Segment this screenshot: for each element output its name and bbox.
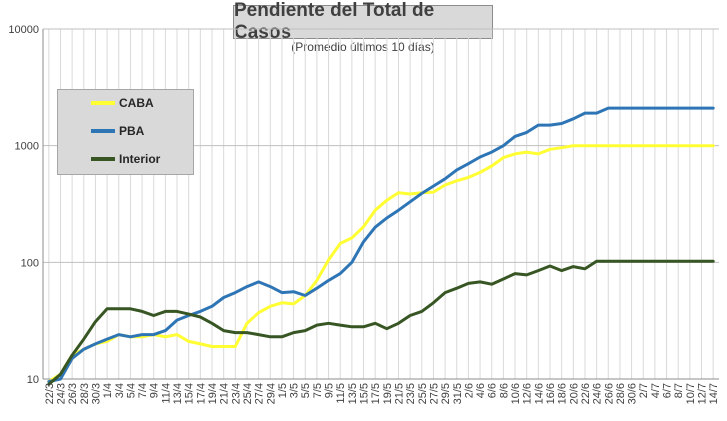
x-tick-label: 11/4: [160, 383, 172, 404]
legend: CABA PBA Interior: [57, 89, 194, 175]
x-tick-label: 6/6: [487, 383, 499, 398]
x-tick-label: 29/4: [265, 383, 277, 404]
legend-item-pba: PBA: [91, 124, 144, 138]
x-tick-label: 15/5: [359, 383, 371, 404]
x-tick-label: 14/7: [708, 383, 720, 404]
x-tick-labels: 22/3 24/3 26/3 28/3 30/3 1/4 3/4 5/4 7/4 9/4 11/4 1…: [44, 383, 720, 404]
x-tick-label: 10/7: [685, 383, 697, 404]
legend-label-caba: CABA: [119, 96, 154, 110]
x-tick-label: 8/7: [673, 383, 685, 398]
y-tick-labels: 10 100 1000 10000: [8, 24, 39, 386]
x-tick-label: 4/6: [475, 383, 487, 398]
x-tick-label: 13/5: [347, 383, 359, 404]
x-tick-label: 23/4: [230, 383, 242, 404]
x-tick-label: 25/5: [417, 383, 429, 404]
x-tick-label: 9/4: [149, 383, 161, 398]
legend-swatch-pba: [91, 129, 115, 133]
series-line-caba: [47, 144, 715, 384]
x-tick-label: 27/4: [254, 383, 266, 404]
x-tick-label: 22/6: [580, 383, 592, 404]
x-tick-label: 21/5: [393, 383, 405, 404]
x-tick-label: 5/5: [300, 383, 312, 398]
x-tick-label: 24/6: [592, 383, 604, 404]
x-tick-label: 17/5: [370, 383, 382, 404]
y-tick-label: 1000: [15, 141, 39, 153]
x-tick-label: 16/6: [545, 383, 557, 404]
legend-item-caba: CABA: [91, 96, 154, 110]
x-tick-label: 25/4: [242, 383, 254, 404]
x-tick-label: 29/5: [440, 383, 452, 404]
x-tick-label: 19/5: [382, 383, 394, 404]
chart-title: Pendiente del Total de Casos: [233, 0, 493, 43]
x-tick-label: 6/7: [662, 383, 674, 398]
series-lines: [47, 106, 715, 386]
x-tick-label: 15/4: [184, 383, 196, 404]
x-tick-label: 2/6: [463, 383, 475, 398]
x-tick-label: 30/3: [90, 383, 102, 404]
x-tick-label: 26/6: [603, 383, 615, 404]
x-tick-label: 22/3: [44, 383, 56, 404]
legend-item-interior: Interior: [91, 152, 160, 166]
x-tick-label: 13/4: [172, 383, 184, 404]
x-tick-label: 27/5: [428, 383, 440, 404]
legend-swatch-interior: [91, 157, 115, 161]
chart-title-text: Pendiente del Total de Casos: [234, 0, 435, 43]
series-line-pba: [47, 106, 715, 384]
x-tick-label: 30/6: [627, 383, 639, 404]
x-tick-label: 17/4: [195, 383, 207, 404]
x-tick-label: 23/5: [405, 383, 417, 404]
y-tick-label: 10000: [8, 24, 39, 36]
x-tick-label: 12/7: [697, 383, 709, 404]
x-tick-label: 9/5: [324, 383, 336, 398]
x-tick-label: 1/5: [277, 383, 289, 398]
y-tick-label: 100: [21, 257, 39, 269]
x-tick-label: 24/3: [55, 383, 67, 404]
x-tick-label: 20/6: [568, 383, 580, 404]
x-tick-label: 7/4: [137, 383, 149, 398]
legend-label-interior: Interior: [119, 152, 161, 166]
x-tick-label: 2/7: [638, 383, 650, 398]
x-tick-label: 26/3: [67, 383, 79, 404]
legend-label-pba: PBA: [119, 124, 145, 138]
x-tick-label: 19/4: [207, 383, 219, 404]
x-tick-label: 1/4: [102, 383, 114, 398]
axes: [42, 29, 719, 380]
x-tick-label: 5/4: [125, 383, 137, 398]
x-tick-label: 28/6: [615, 383, 627, 404]
x-tick-label: 11/5: [335, 383, 347, 404]
x-tick-label: 18/6: [557, 383, 569, 404]
x-tick-label: 7/5: [312, 383, 324, 398]
x-tick-label: 4/7: [650, 383, 662, 398]
x-tick-label: 12/6: [522, 383, 534, 404]
y-tick-label: 10: [27, 374, 39, 386]
x-tick-label: 14/6: [533, 383, 545, 404]
x-tick-label: 28/3: [79, 383, 91, 404]
x-tick-label: 10/6: [510, 383, 522, 404]
x-tick-label: 8/6: [498, 383, 510, 398]
x-tick-label: 31/5: [452, 383, 464, 404]
x-tick-label: 3/5: [289, 383, 301, 398]
x-tick-label: 3/4: [114, 383, 126, 398]
x-tick-label: 21/4: [219, 383, 231, 404]
series-line-interior: [47, 259, 715, 386]
legend-swatch-caba: [91, 101, 115, 105]
